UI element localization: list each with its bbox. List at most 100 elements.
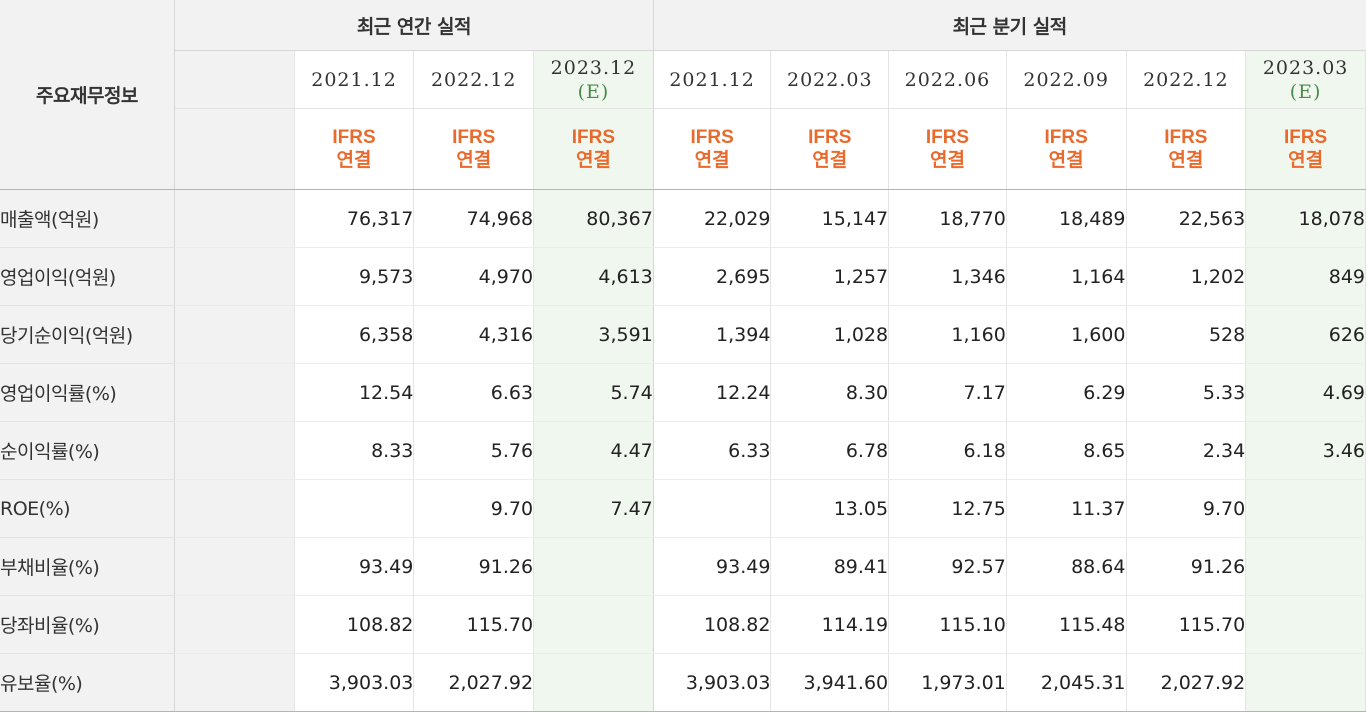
annual-value-cell: 6,358 <box>294 305 415 364</box>
annual-value-cell: 2,027.92 <box>413 653 535 712</box>
quarterly-value-cell: 528 <box>1126 305 1247 364</box>
quarterly-value-cell: 626 <box>1245 305 1366 364</box>
accounting-standard: IFRS 연결 <box>770 108 890 190</box>
quarterly-value-cell: 2,695 <box>653 247 772 306</box>
quarterly-value-cell: 9.70 <box>1126 479 1247 538</box>
quarterly-value-cell: 1,160 <box>888 305 1007 364</box>
annual-value-cell <box>533 595 654 654</box>
quarterly-value-cell: 15,147 <box>770 189 890 248</box>
row-label: ROE(%) <box>0 479 175 538</box>
quarterly-value-cell: 1,028 <box>770 305 890 364</box>
quarterly-value-cell: 1,257 <box>770 247 890 306</box>
annual-value-cell: 6.63 <box>413 363 535 422</box>
annual-value-cell: 9.70 <box>413 479 535 538</box>
standard-header-row: IFRS 연결 IFRS 연결 IFRS 연결 IFRS 연결 IFRS 연결 IFRS 연… <box>0 108 1366 190</box>
quarterly-value-cell: 22,029 <box>653 189 772 248</box>
quarterly-value-cell <box>1245 537 1366 596</box>
table-row-net-margin: 순이익률(%) 8.33 5.76 4.47 6.33 6.78 6.18 8.65 2.34 3… <box>0 421 1366 480</box>
quarterly-value-cell: 92.57 <box>888 537 1007 596</box>
row-label: 영업이익률(%) <box>0 363 175 422</box>
annual-value-cell: 80,367 <box>533 189 654 248</box>
table-row-net-income: 당기순이익(억원) 6,358 4,316 3,591 1,394 1,028 1,160 1… <box>0 305 1366 364</box>
annual-value-cell <box>294 479 415 538</box>
quarterly-value-cell: 7.17 <box>888 363 1007 422</box>
row-label: 부채비율(%) <box>0 537 175 596</box>
row-blank-cell <box>174 537 295 596</box>
quarterly-value-cell: 6.29 <box>1006 363 1127 422</box>
annual-value-cell: 115.70 <box>413 595 535 654</box>
row-blank-cell <box>174 247 295 306</box>
quarterly-value-cell: 12.24 <box>653 363 772 422</box>
quarterly-value-cell: 5.33 <box>1126 363 1247 422</box>
quarterly-value-cell: 1,164 <box>1006 247 1127 306</box>
quarterly-value-cell: 2,045.31 <box>1006 653 1127 712</box>
period-header: 2021.12 <box>294 50 415 109</box>
quarterly-value-cell: 114.19 <box>770 595 890 654</box>
accounting-standard: IFRS 연결 <box>1126 108 1247 190</box>
row-blank-cell <box>174 595 295 654</box>
table-row-debt-ratio: 부채비율(%) 93.49 91.26 93.49 89.41 92.57 88.64 91.… <box>0 537 1366 596</box>
annual-blank-header <box>174 50 295 109</box>
quarterly-value-cell: 6.18 <box>888 421 1007 480</box>
quarterly-value-cell: 12.75 <box>888 479 1007 538</box>
quarterly-value-cell: 4.69 <box>1245 363 1366 422</box>
quarterly-value-cell: 3,903.03 <box>653 653 772 712</box>
quarterly-value-cell: 2.34 <box>1126 421 1247 480</box>
table-row-revenue: 매출액(억원) 76,317 74,968 80,367 22,029 15,147 18,… <box>0 189 1366 248</box>
period-header: 2022.12 <box>413 50 535 109</box>
quarterly-value-cell: 18,078 <box>1245 189 1366 248</box>
quarterly-value-cell: 13.05 <box>770 479 890 538</box>
period-header-estimate: 2023.12 (E) <box>533 50 654 109</box>
row-label: 당좌비율(%) <box>0 595 175 654</box>
corner-label: 주요재무정보 <box>0 0 175 190</box>
annual-value-cell: 4.47 <box>533 421 654 480</box>
annual-value-cell <box>533 653 654 712</box>
annual-value-cell: 12.54 <box>294 363 415 422</box>
quarterly-value-cell: 1,202 <box>1126 247 1247 306</box>
annual-value-cell <box>533 537 654 596</box>
annual-value-cell: 8.33 <box>294 421 415 480</box>
table-row-quick-ratio: 당좌비율(%) 108.82 115.70 108.82 114.19 115.10 115… <box>0 595 1366 654</box>
annual-value-cell: 5.76 <box>413 421 535 480</box>
quarterly-value-cell: 18,489 <box>1006 189 1127 248</box>
quarterly-value-cell: 93.49 <box>653 537 772 596</box>
accounting-standard: IFRS 연결 <box>533 108 654 190</box>
quarterly-value-cell: 88.64 <box>1006 537 1127 596</box>
row-label: 영업이익(억원) <box>0 247 175 306</box>
annual-value-cell: 93.49 <box>294 537 415 596</box>
row-blank-cell <box>174 653 295 712</box>
quarterly-value-cell: 6.78 <box>770 421 890 480</box>
quarterly-value-cell: 91.26 <box>1126 537 1247 596</box>
quarterly-value-cell: 3,941.60 <box>770 653 890 712</box>
accounting-standard: IFRS 연결 <box>1245 108 1366 190</box>
quarterly-value-cell: 3.46 <box>1245 421 1366 480</box>
annual-value-cell: 4,613 <box>533 247 654 306</box>
quarterly-value-cell <box>1245 653 1366 712</box>
period-header-estimate: 2023.03 (E) <box>1245 50 1366 109</box>
period-header: 2022.12 <box>1126 50 1247 109</box>
row-label: 순이익률(%) <box>0 421 175 480</box>
quarterly-value-cell: 1,600 <box>1006 305 1127 364</box>
quarterly-value-cell <box>1245 595 1366 654</box>
quarterly-value-cell <box>653 479 772 538</box>
quarterly-value-cell: 849 <box>1245 247 1366 306</box>
row-blank-cell <box>174 189 295 248</box>
row-blank-cell <box>174 421 295 480</box>
quarterly-value-cell: 8.30 <box>770 363 890 422</box>
annual-value-cell: 9,573 <box>294 247 415 306</box>
group-header-row: 주요재무정보 최근 연간 실적 최근 분기 실적 <box>0 0 1366 190</box>
period-header-row: 2021.12 2022.12 2023.12 (E) 2021.12 2022.… <box>0 50 1366 109</box>
period-header: 2022.09 <box>1006 50 1127 109</box>
annual-value-cell: 7.47 <box>533 479 654 538</box>
quarterly-value-cell: 115.10 <box>888 595 1007 654</box>
row-label: 당기순이익(억원) <box>0 305 175 364</box>
annual-value-cell: 4,970 <box>413 247 535 306</box>
accounting-standard: IFRS 연결 <box>653 108 772 190</box>
quarterly-value-cell: 8.65 <box>1006 421 1127 480</box>
quarterly-value-cell: 89.41 <box>770 537 890 596</box>
accounting-standard: IFRS 연결 <box>413 108 535 190</box>
group-quarterly-header: 최근 분기 실적 <box>653 0 1366 51</box>
row-label: 유보율(%) <box>0 653 175 712</box>
annual-value-cell: 76,317 <box>294 189 415 248</box>
